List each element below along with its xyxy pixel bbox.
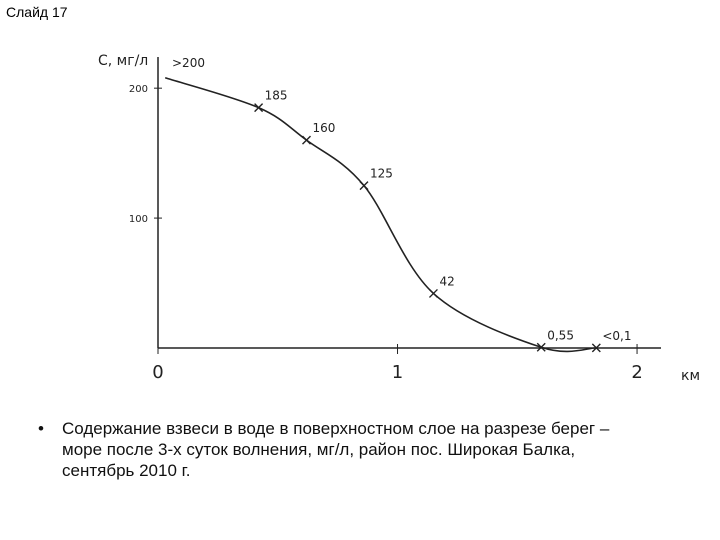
y-annotation: >200: [172, 56, 205, 70]
data-label: 185: [265, 89, 288, 103]
slide-title: Слайд 17: [6, 4, 68, 20]
chart: С, мг/л >200 км 100 200 0 1 2 185 160 125 42 0,55 <0,…: [98, 53, 700, 384]
data-label: <0,1: [602, 329, 631, 343]
data-label: 160: [313, 121, 336, 135]
caption: Содержание взвеси в воде в поверхностном…: [62, 419, 610, 480]
point-marker: [359, 181, 369, 191]
point-marker: [536, 342, 546, 352]
data-label: 125: [370, 167, 393, 181]
caption-block: • Содержание взвеси в воде в поверхностно…: [38, 418, 638, 481]
x-tick-label: 0: [152, 362, 163, 383]
y-tick-label: 200: [129, 84, 148, 95]
y-axis-label: С, мг/л: [98, 53, 148, 69]
data-label: 0,55: [547, 328, 574, 342]
x-tick-label: 1: [392, 362, 403, 383]
data-line: [164, 77, 597, 353]
bullet: •: [38, 419, 44, 438]
point-marker: [302, 135, 311, 145]
point-marker: [254, 103, 264, 113]
x-tick-label: 2: [631, 362, 642, 383]
point-marker: [591, 343, 601, 353]
data-label: 42: [439, 274, 454, 288]
y-tick-label: 100: [129, 214, 148, 225]
x-axis-label: км: [681, 368, 700, 384]
point-marker: [428, 288, 438, 298]
